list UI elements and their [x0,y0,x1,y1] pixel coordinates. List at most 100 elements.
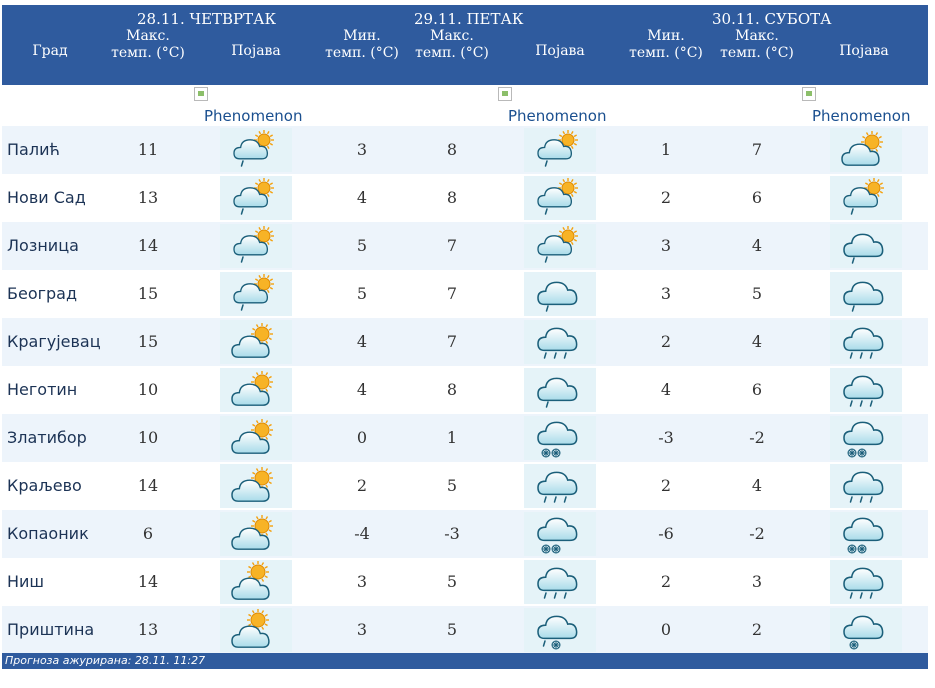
temp-d2-max: -3 [444,524,460,543]
col-header-d2-max: Макс. темп. (°C) [415,28,489,61]
cloud-rain-icon [830,560,902,604]
temp-d3-min: 2 [660,572,672,591]
table-row: Копаоник 6 -4 -3 -6 -2 [2,510,928,558]
table-header: Град 28.11. ЧЕТВРТАК Макс. темп. (°C) По… [2,5,928,85]
temp-d3-max: 7 [751,140,763,159]
sun-cloud-icon [220,560,292,604]
temp-d2-max: 5 [446,572,458,591]
city-name: Краљево [7,476,82,495]
cloud-drizzle-icon [524,368,596,412]
temp-d2-min: 3 [356,572,368,591]
cloud-sun-icon [220,416,292,460]
update-text: Прогноза ажурирана: 28.11. 11:27 [5,654,206,667]
col-header-d3-min: Мин. темп. (°C) [629,28,703,61]
temp-d3-max: 3 [751,572,763,591]
cloud-snow-light-icon [830,608,902,652]
temp-d3-max: -2 [749,428,765,447]
temp-d1-max: 10 [137,380,159,399]
cloud-sun-icon [220,368,292,412]
temp-d2-max: 7 [446,284,458,303]
temp-d3-max: -2 [749,524,765,543]
temp-d2-min: 3 [356,140,368,159]
temp-d1-max: 14 [137,572,159,591]
col-header-d1-max: Макс. темп. (°C) [111,28,185,61]
city-name: Неготин [7,380,78,399]
day-header-3: 30.11. СУБОТА [712,10,832,28]
broken-image-icon [194,87,208,101]
temp-d2-max: 8 [446,188,458,207]
city-name: Ниш [7,572,45,591]
cloud-drizzle-icon [830,272,902,316]
cloud-sun-drizzle-icon [220,224,292,268]
cloud-sun-icon [220,320,292,364]
cloud-rain-icon [830,320,902,364]
temp-d2-max: 1 [446,428,458,447]
temp-d2-max: 7 [446,236,458,255]
cloud-sun-icon [220,512,292,556]
temp-d3-max: 4 [751,476,763,495]
update-footer: Прогноза ажурирана: 28.11. 11:27 [2,653,928,669]
broken-image-icon [498,87,512,101]
cloud-sun-drizzle-icon [220,272,292,316]
city-name: Лозница [7,236,79,255]
city-name: Палић [7,140,60,159]
cloud-rain-icon [524,560,596,604]
temp-d3-max: 5 [751,284,763,303]
phenomenon-alt-text: Phenomenon [508,107,607,125]
temp-d3-min: 0 [660,620,672,639]
col-header-d1-phenomenon: Појава [231,43,281,59]
temp-d2-min: 5 [356,236,368,255]
sun-cloud-icon [220,608,292,652]
city-name: Копаоник [7,524,89,543]
cloud-sun-icon [830,128,902,172]
temp-d2-max: 7 [446,332,458,351]
temp-d2-max: 5 [446,620,458,639]
cloud-sun-drizzle-icon [524,224,596,268]
city-name: Нови Сад [7,188,86,207]
cloud-sun-drizzle-icon [524,176,596,220]
cloud-rain-icon [524,320,596,364]
temp-d3-min: 3 [660,284,672,303]
temp-d2-max: 5 [446,476,458,495]
temp-d3-max: 2 [751,620,763,639]
cloud-sleet-icon [524,608,596,652]
temp-d1-max: 14 [137,476,159,495]
temp-d2-min: 3 [356,620,368,639]
temp-d1-max: 6 [142,524,154,543]
temp-d1-max: 13 [137,188,159,207]
temp-d3-min: 2 [660,188,672,207]
temp-d2-min: 4 [356,380,368,399]
temp-d3-min: 4 [660,380,672,399]
cloud-sun-icon [220,464,292,508]
temp-d3-max: 4 [751,236,763,255]
table-row: Ниш 14 3 5 2 3 [2,558,928,606]
cloud-rain-icon [830,368,902,412]
table-row: Приштина 13 3 5 0 2 [2,606,928,654]
table-row: Краљево 14 2 5 2 4 [2,462,928,510]
cloud-sun-drizzle-icon [830,176,902,220]
temp-d1-max: 10 [137,428,159,447]
temp-d2-min: 4 [356,188,368,207]
temp-d2-max: 8 [446,140,458,159]
city-name: Приштина [7,620,95,639]
temp-d3-max: 4 [751,332,763,351]
cloud-rain-icon [524,464,596,508]
cloud-rain-icon [830,464,902,508]
col-header-d3-max: Макс. темп. (°C) [720,28,794,61]
table-row: Златибор 10 0 1 -3 -2 [2,414,928,462]
temp-d3-min: 3 [660,236,672,255]
broken-image-icon [802,87,816,101]
table-row: Крагујевац 15 4 7 2 4 [2,318,928,366]
cloud-sun-drizzle-icon [220,128,292,172]
cloud-snow-icon [524,416,596,460]
cloud-snow-icon [830,416,902,460]
temp-d3-min: 1 [660,140,672,159]
temp-d2-min: 2 [356,476,368,495]
table-row: Палић 11 3 8 1 7 [2,126,928,174]
temp-d3-min: -3 [658,428,674,447]
temp-d2-min: 0 [356,428,368,447]
temp-d2-min: -4 [354,524,370,543]
col-header-d2-min: Мин. темп. (°C) [325,28,399,61]
cloud-drizzle-icon [830,224,902,268]
temp-d2-min: 5 [356,284,368,303]
